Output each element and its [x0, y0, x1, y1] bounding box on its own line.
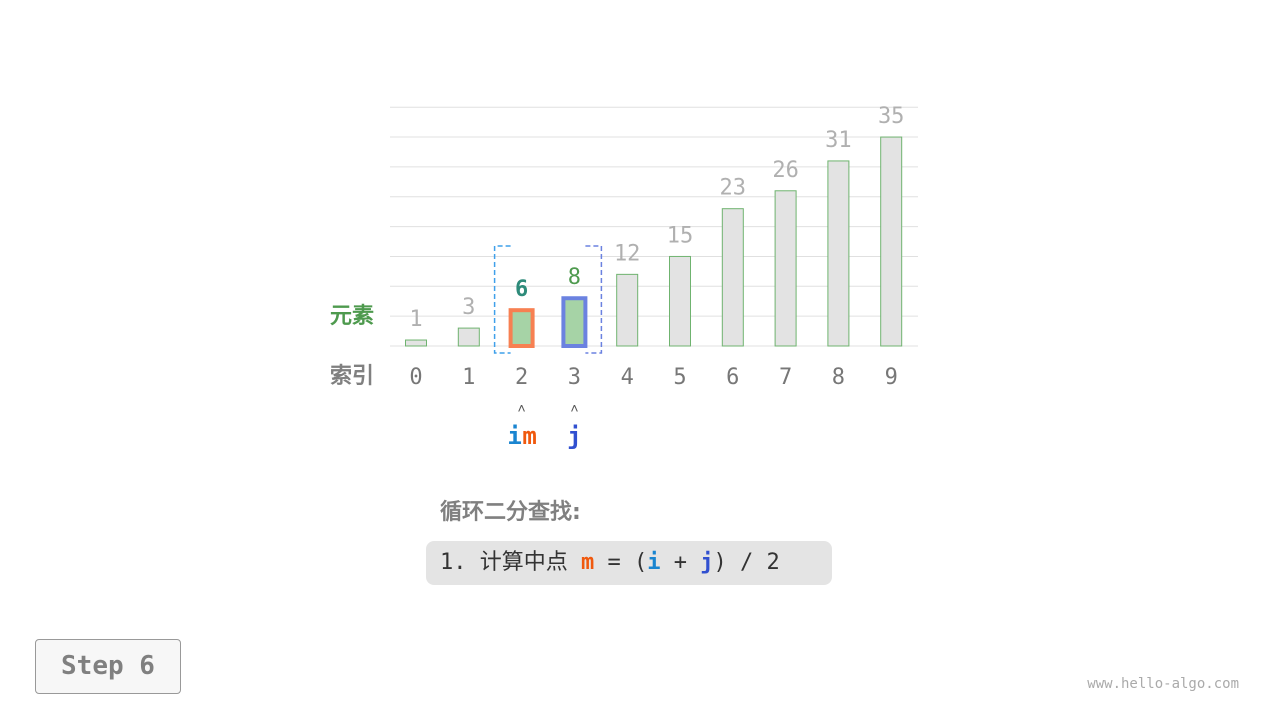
array-bar	[774, 190, 797, 347]
array-bar	[457, 327, 480, 347]
pointer-arrow-icon: ˄	[570, 401, 578, 417]
index-label: 3	[568, 365, 581, 390]
bar-value-label: 26	[772, 158, 799, 183]
formula-eq: = (	[594, 550, 648, 575]
array-bar	[616, 273, 639, 347]
formula-box: 1. 计算中点 m = (i + j) / 2	[426, 541, 832, 585]
formula-m: m	[580, 550, 595, 575]
bar-value-label: 23	[720, 176, 747, 201]
index-label: 9	[885, 365, 898, 390]
step-button[interactable]: Step 6	[35, 639, 181, 694]
watermark: www.hello-algo.com	[1087, 676, 1239, 692]
range-right-bracket	[585, 245, 603, 354]
array-bar	[721, 208, 744, 347]
pointer-arrow-icon: ˄	[517, 401, 525, 417]
bar-value-label: 3	[462, 295, 475, 320]
index-row-label: 索引	[330, 364, 374, 389]
bar-value-label: 6	[515, 277, 528, 302]
bar-value-label: 12	[614, 241, 641, 266]
index-label: 8	[832, 365, 845, 390]
index-label: 5	[673, 365, 686, 390]
bar-value-label: 15	[667, 223, 694, 248]
index-label: 4	[621, 365, 634, 390]
array-bar	[405, 339, 427, 347]
formula-j: j	[700, 550, 714, 575]
array-bar	[827, 160, 850, 347]
index-label: 0	[409, 365, 422, 390]
array-bar	[880, 136, 903, 347]
formula-i: i	[647, 550, 661, 575]
index-label: 1	[462, 365, 475, 390]
formula-prefix: 1. 计算中点	[440, 550, 581, 575]
pointer-m-label: m	[522, 422, 536, 450]
bar-value-label: 1	[409, 307, 422, 332]
bar-value-label: 31	[825, 128, 852, 153]
array-bar	[669, 255, 691, 347]
range-left-bracket	[493, 245, 511, 354]
elements-row-label: 元素	[330, 303, 374, 329]
index-label: 6	[726, 365, 739, 390]
formula-suffix: ) / 2	[713, 550, 780, 575]
array-bar-active	[508, 308, 535, 348]
bar-value-label: 8	[568, 265, 581, 290]
section-title: 循环二分查找:	[440, 500, 581, 525]
pointer-j-label: j	[567, 422, 581, 450]
index-label: 7	[779, 365, 792, 390]
array-bar-active	[561, 296, 588, 348]
pointer-i-label: i	[507, 422, 521, 450]
formula-plus: +	[660, 550, 701, 575]
bar-value-label: 35	[878, 104, 905, 129]
index-label: 2	[515, 365, 528, 390]
